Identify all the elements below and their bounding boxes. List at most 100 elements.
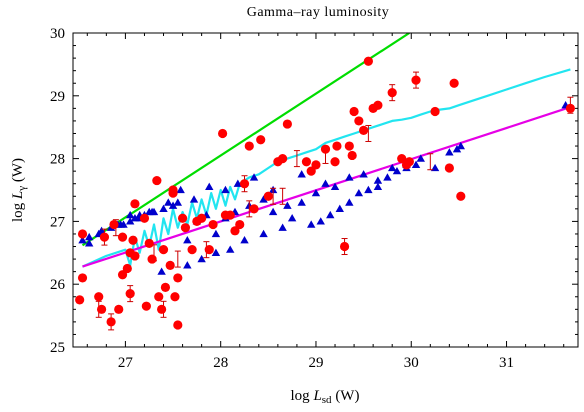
triangle-point — [387, 163, 397, 172]
triangle-point — [173, 198, 183, 206]
x-tick-label: 28 — [213, 355, 228, 371]
circle-point — [444, 163, 454, 173]
triangle-point — [233, 179, 243, 187]
circle-point — [77, 229, 88, 239]
circle-point — [311, 160, 321, 170]
x-axis-label: log Lsd (W) — [291, 388, 360, 406]
triangle-point — [211, 248, 221, 256]
circle-point — [208, 219, 218, 230]
circle-point — [165, 260, 175, 270]
x-tick-label: 30 — [404, 355, 419, 371]
triangle-point — [345, 173, 354, 181]
triangle-point — [330, 182, 340, 191]
triangle-point — [159, 204, 168, 212]
triangle-point — [125, 217, 135, 225]
x-axis-ticks: 27 28 29 30 31 — [86, 33, 565, 371]
plot-marks — [75, 33, 575, 331]
x-tick-label: 27 — [118, 355, 134, 371]
circle-point — [330, 157, 340, 167]
error-bar — [270, 187, 277, 205]
error-bar — [293, 150, 300, 168]
y-tick-label: 30 — [50, 26, 65, 42]
series-line-1 — [81, 33, 410, 247]
circle-point — [157, 304, 167, 314]
circle-point — [306, 166, 316, 176]
triangle-point — [147, 207, 157, 216]
y-tick-label: 27 — [50, 214, 66, 230]
triangle-point — [157, 267, 166, 275]
triangle-point — [326, 210, 335, 219]
triangle-point — [226, 245, 235, 253]
circle-point — [263, 191, 273, 201]
y-axis-ticks: 25 26 27 28 29 30 — [50, 26, 578, 356]
triangle-point — [354, 188, 364, 197]
triangle-point — [84, 232, 94, 241]
y-tick-label: 25 — [50, 340, 65, 356]
circle-point — [122, 263, 132, 274]
triangle-point — [297, 198, 306, 206]
error-bar — [174, 250, 181, 268]
circle-point — [168, 188, 178, 198]
circle-point — [130, 199, 140, 209]
triangle-point — [321, 179, 330, 187]
circle-point — [158, 245, 169, 255]
error-bar — [279, 187, 286, 205]
circle-point — [75, 295, 85, 305]
circle-point — [332, 141, 342, 151]
circle-point — [256, 135, 266, 145]
y-tick-label: 29 — [50, 89, 65, 105]
error-bar — [246, 200, 253, 218]
circle-point — [217, 128, 228, 139]
triangle-point — [125, 210, 135, 219]
circle-point — [411, 75, 421, 85]
circle-point — [130, 251, 140, 261]
triangle-point — [268, 207, 278, 216]
y-tick-label: 28 — [50, 152, 65, 168]
triangle-point — [116, 220, 125, 228]
triangle-point — [84, 239, 94, 247]
y-tick-label: 26 — [50, 277, 66, 293]
circle-point — [404, 157, 414, 167]
circle-point — [430, 106, 440, 117]
triangle-point — [311, 188, 321, 197]
circle-point — [344, 141, 354, 151]
chart-title: Gamma–ray luminosity — [247, 5, 390, 20]
triangle-point — [345, 198, 354, 206]
circle-point — [397, 154, 407, 164]
triangle-point — [259, 229, 268, 238]
circle-point — [147, 254, 157, 264]
circle-point — [152, 175, 162, 186]
circle-point — [235, 219, 245, 230]
circle-point — [106, 317, 116, 327]
triangle-point — [316, 217, 325, 225]
circle-point — [349, 106, 359, 117]
circle-point — [170, 292, 180, 302]
circle-point — [141, 301, 151, 311]
triangle-point — [249, 173, 259, 181]
triangle-point — [221, 185, 230, 194]
circle-point — [301, 157, 312, 167]
triangle-point — [373, 182, 383, 191]
triangle-point — [240, 236, 249, 244]
circle-point — [225, 210, 235, 220]
triangle-point — [307, 220, 316, 228]
circle-point — [177, 213, 188, 223]
circle-point — [94, 292, 104, 302]
circle-point — [373, 100, 383, 110]
triangle-point — [392, 166, 402, 175]
triangle-point — [197, 254, 206, 263]
circle-point — [125, 289, 135, 299]
circle-point — [249, 204, 259, 214]
plot-frame — [72, 32, 579, 348]
triangle-point — [259, 195, 268, 203]
x-tick-label: 29 — [308, 355, 323, 371]
circle-point — [117, 232, 128, 242]
circle-point — [139, 213, 150, 223]
triangle-point — [287, 214, 297, 222]
circle-point — [160, 282, 171, 292]
circle-point — [449, 78, 459, 88]
series-line-2 — [82, 68, 571, 268]
circle-point — [278, 154, 288, 164]
triangle-point — [335, 204, 344, 212]
